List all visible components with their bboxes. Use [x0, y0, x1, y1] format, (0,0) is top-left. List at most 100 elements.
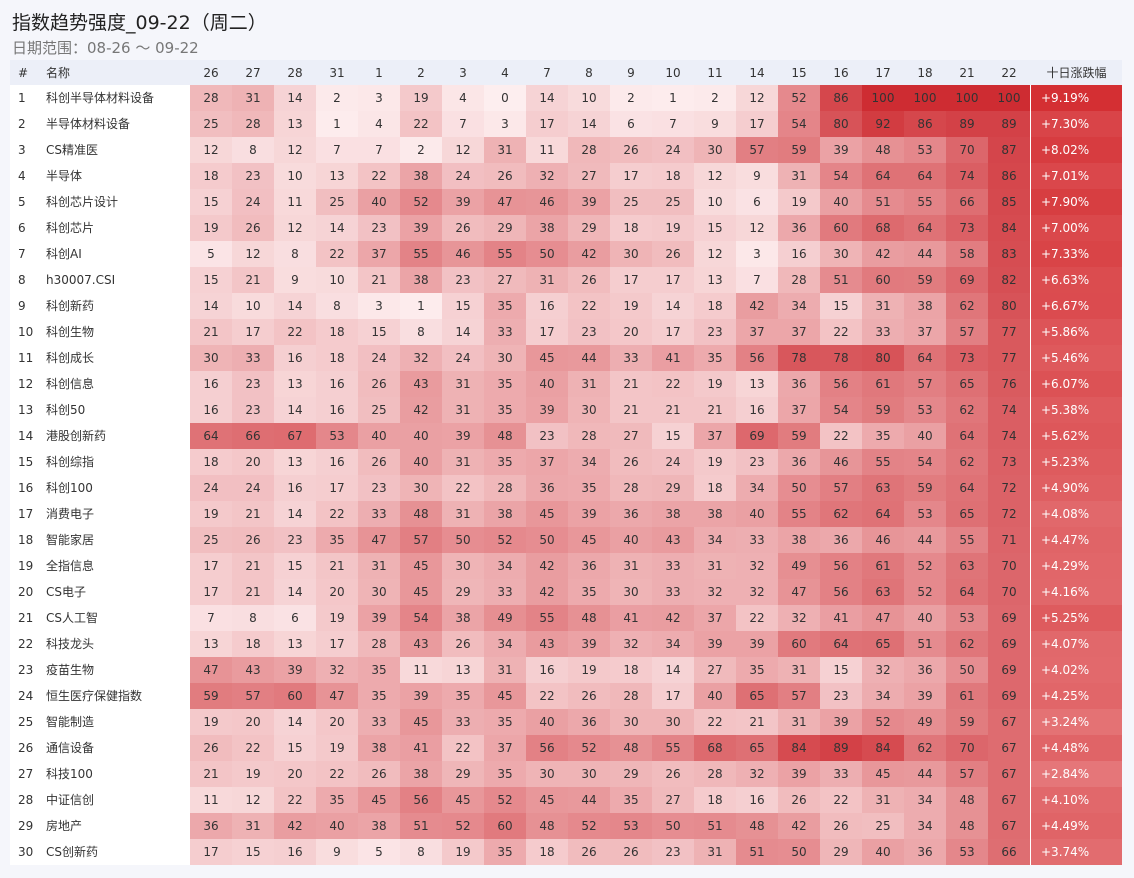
heat-cell: 59	[904, 475, 946, 501]
heat-cell: 23	[820, 683, 862, 709]
index-name: 消费电子	[46, 507, 95, 521]
heat-cell: 25	[190, 527, 232, 553]
heat-cell: 35	[358, 657, 400, 683]
heat-cell: 30	[610, 241, 652, 267]
heat-cell: 28	[610, 683, 652, 709]
heat-cell: 53	[946, 605, 988, 631]
heat-cell: 45	[442, 787, 484, 813]
heat-cell: 13	[274, 631, 316, 657]
heat-cell: 34	[904, 813, 946, 839]
heat-cell: 50	[778, 475, 820, 501]
heat-cell: 45	[358, 787, 400, 813]
title: 指数趋势强度_09-22（周二）	[12, 12, 267, 34]
heat-cell: 1	[652, 85, 694, 111]
heat-cell: 80	[862, 345, 904, 371]
heat-cell: 15	[820, 657, 862, 683]
heat-cell: 55	[946, 527, 988, 553]
heat-cell: 64	[946, 423, 988, 449]
heat-cell: 14	[274, 501, 316, 527]
heat-cell: 31	[526, 267, 568, 293]
heat-cell: 100	[988, 85, 1030, 111]
heat-cell: 46	[862, 527, 904, 553]
heat-cell: 9	[694, 111, 736, 137]
heat-cell: 8	[232, 605, 274, 631]
change-cell: +4.25%	[1031, 683, 1122, 709]
row-index: 19	[18, 559, 34, 573]
heat-cell: 22	[274, 787, 316, 813]
column-header: 8	[585, 66, 593, 80]
heat-cell: 30	[694, 137, 736, 163]
heat-cell: 65	[736, 735, 778, 761]
heat-cell: 50	[442, 527, 484, 553]
heat-cell: 3	[484, 111, 526, 137]
table-row: 16 科创100 24 24 16 17 23 30 22 28 36 35 28 29 18 34 50 57 6…	[10, 475, 1122, 501]
heat-cell: 24	[652, 137, 694, 163]
heat-cell: 36	[904, 839, 946, 865]
heat-cell: 44	[904, 527, 946, 553]
heat-cell: 39	[400, 683, 442, 709]
heat-cell: 10	[274, 163, 316, 189]
heat-cell: 38	[400, 761, 442, 787]
heat-cell: 28	[232, 111, 274, 137]
table-row: 15 科创综指 18 20 13 16 26 40 31 35 37 34 26 24 19 23 36 46 55…	[10, 449, 1122, 475]
row-index: 8	[18, 273, 26, 287]
heat-cell: 73	[946, 345, 988, 371]
heat-cell: 23	[694, 319, 736, 345]
heat-cell: 45	[568, 527, 610, 553]
heat-cell: 57	[736, 137, 778, 163]
heat-cell: 23	[358, 215, 400, 241]
heat-cell: 7	[652, 111, 694, 137]
heat-cell: 26	[442, 631, 484, 657]
heat-cell: 54	[400, 605, 442, 631]
heat-cell: 52	[442, 813, 484, 839]
heat-cell: 48	[526, 813, 568, 839]
heat-cell: 64	[862, 163, 904, 189]
column-header: 9	[627, 66, 635, 80]
heat-cell: 29	[568, 215, 610, 241]
heat-cell: 40	[694, 683, 736, 709]
heat-cell: 10	[316, 267, 358, 293]
heat-cell: 32	[610, 631, 652, 657]
heat-cell: 34	[568, 449, 610, 475]
heat-cell: 67	[988, 735, 1030, 761]
heat-cell: 42	[526, 553, 568, 579]
table-row: 2 半导体材料设备 25 28 13 1 4 22 7 3 17 14 6 7 9 17 54 80 92 86 89 8…	[10, 111, 1122, 137]
index-name: CS创新药	[46, 845, 98, 859]
heat-cell: 30	[652, 709, 694, 735]
heat-cell: 43	[526, 631, 568, 657]
heat-cell: 35	[316, 787, 358, 813]
heat-cell: 35	[442, 683, 484, 709]
heat-cell: 36	[778, 449, 820, 475]
change-cell: +4.90%	[1031, 475, 1122, 501]
heat-cell: 37	[694, 423, 736, 449]
heat-cell: 23	[736, 449, 778, 475]
heat-cell: 39	[442, 189, 484, 215]
heat-cell: 3	[358, 293, 400, 319]
table-row: 20 CS电子 17 21 14 20 30 45 29 33 42 35 30 33 32 32 47 56 63…	[10, 579, 1122, 605]
heat-cell: 66	[232, 423, 274, 449]
row-index: 27	[18, 767, 34, 781]
heat-cell: 31	[232, 813, 274, 839]
heat-cell: 56	[820, 553, 862, 579]
heat-cell: 52	[778, 85, 820, 111]
heat-cell: 12	[232, 241, 274, 267]
heat-cell: 16	[526, 657, 568, 683]
row-index: 20	[18, 585, 34, 599]
heat-cell: 40	[610, 527, 652, 553]
heat-cell: 49	[484, 605, 526, 631]
heat-cell: 21	[736, 709, 778, 735]
heat-cell: 39	[358, 605, 400, 631]
heat-cell: 30	[820, 241, 862, 267]
heat-cell: 12	[694, 241, 736, 267]
heat-cell: 67	[988, 761, 1030, 787]
heat-cell: 32	[526, 163, 568, 189]
heat-cell: 77	[988, 345, 1030, 371]
heat-cell: 28	[358, 631, 400, 657]
row-index: 26	[18, 741, 34, 755]
heat-cell: 21	[694, 397, 736, 423]
heat-cell: 34	[484, 553, 526, 579]
table-row: 21 CS人工智 7 8 6 19 39 54 38 49 55 48 41 42 37 22 32 41 47 40…	[10, 605, 1122, 631]
heat-cell: 20	[232, 449, 274, 475]
heat-cell: 35	[610, 787, 652, 813]
heat-cell: 85	[988, 189, 1030, 215]
